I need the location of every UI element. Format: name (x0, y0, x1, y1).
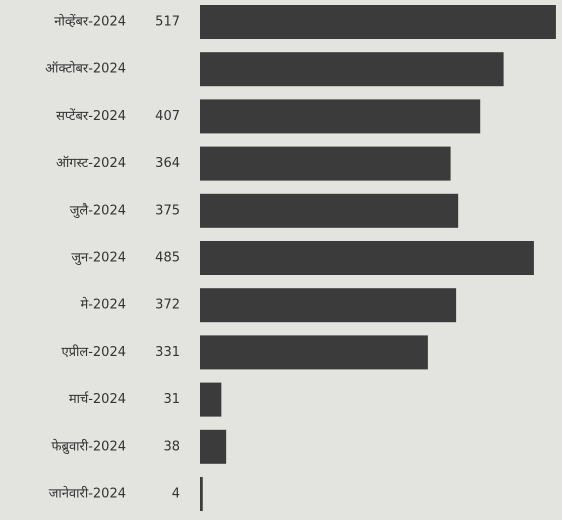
category-label: सप्टेंबर-2024 (56, 108, 126, 124)
category-label: फेब्रुवारी-2024 (52, 438, 127, 454)
bar (200, 52, 504, 87)
value-label: 485 (155, 251, 180, 266)
bar (200, 193, 459, 228)
category-label: ऑक्टोबर-2024 (45, 61, 126, 77)
value-label: 517 (155, 15, 180, 30)
category-label: मार्च-2024 (69, 391, 126, 407)
bar (200, 5, 556, 39)
value-label: 331 (155, 345, 180, 360)
category-label: मे-2024 (80, 297, 126, 313)
value-label: 372 (155, 298, 180, 313)
bar (200, 429, 227, 464)
bar (200, 288, 457, 323)
bar (200, 382, 222, 417)
value-label: 4 (172, 487, 180, 502)
bar (200, 335, 428, 370)
bar (200, 241, 534, 275)
value-label: 375 (155, 203, 180, 218)
bar (200, 99, 481, 134)
bar (200, 146, 451, 181)
category-label: जुन-2024 (71, 251, 126, 266)
bar (200, 477, 203, 511)
category-label: नोव्हेंबर-2024 (54, 14, 126, 30)
value-label: 364 (155, 156, 180, 171)
value-label: 407 (155, 109, 180, 124)
category-label: ऑगस्ट-2024 (56, 155, 126, 171)
category-label: जानेवारी-2024 (49, 486, 126, 502)
value-label: 38 (163, 439, 180, 454)
category-label: जुलै-2024 (70, 202, 126, 218)
category-label: एप्रील-2024 (61, 344, 126, 360)
value-label: 31 (163, 392, 180, 407)
